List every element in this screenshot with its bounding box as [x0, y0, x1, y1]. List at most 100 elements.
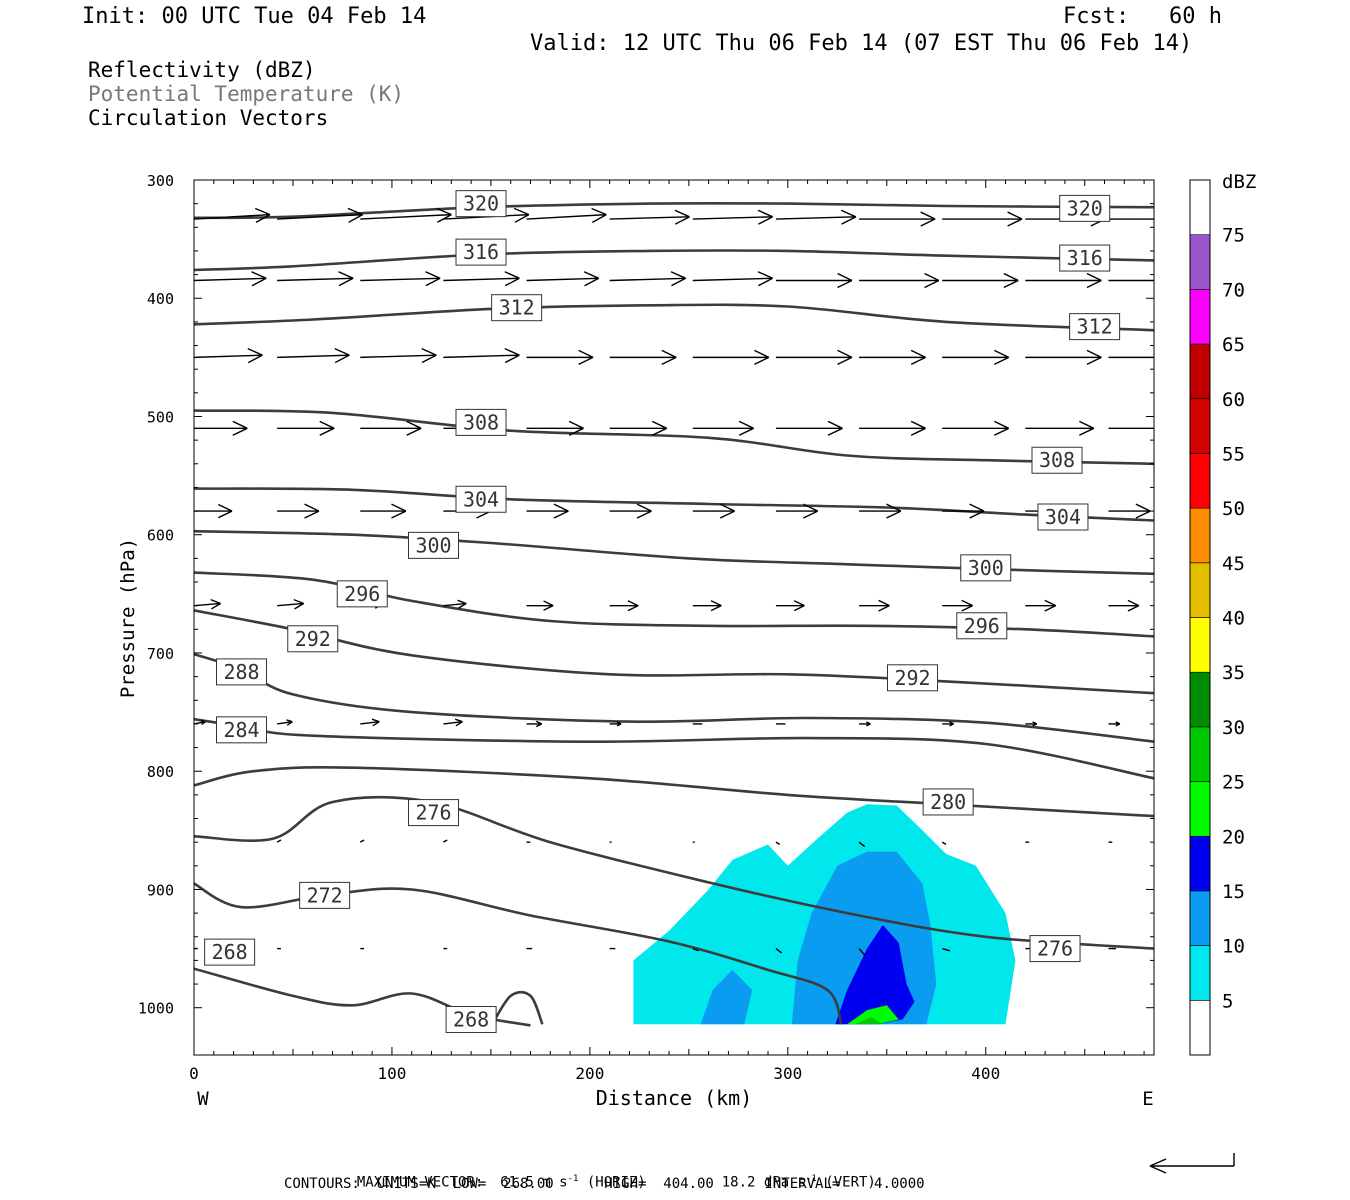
field-potential-temperature: Potential Temperature (K) — [88, 82, 405, 106]
vector-head — [319, 427, 335, 436]
exponent-horiz: -1 — [567, 1174, 579, 1184]
vector-head — [1044, 605, 1057, 612]
colorbar-label-30: 30 — [1222, 717, 1245, 739]
vector-head — [1162, 281, 1176, 288]
contour-label-320: 320 — [1067, 196, 1103, 220]
colorbar-label-50: 50 — [1222, 498, 1245, 520]
contour-label-284: 284 — [223, 718, 259, 742]
vector-shaft — [775, 216, 856, 220]
vector-shaft — [276, 839, 282, 843]
vector-head — [304, 510, 320, 519]
colorbar-swatch-11 — [1189, 398, 1211, 454]
vector-head — [793, 605, 805, 612]
vector-head — [568, 420, 584, 429]
vector-head — [319, 420, 335, 429]
colorbar-label-40: 40 — [1222, 608, 1245, 630]
contour-label-box — [445, 1006, 497, 1034]
vector-head — [1086, 279, 1102, 289]
vector-head — [719, 503, 735, 512]
vector-head — [1127, 599, 1140, 607]
vector-shaft — [775, 841, 781, 845]
contour-label-320: 320 — [463, 192, 499, 216]
vector-shaft — [942, 947, 951, 952]
x-axis-right-end: E — [1142, 1088, 1153, 1110]
vector-head — [993, 427, 1010, 436]
contour-label-box — [1031, 446, 1083, 474]
vector-shaft — [277, 213, 363, 220]
contour-label-box — [1059, 194, 1111, 222]
vector-head — [837, 356, 853, 365]
vector-shaft — [443, 277, 520, 282]
vector-head — [878, 605, 890, 612]
vector-head — [949, 723, 954, 727]
y-tick-label-600: 600 — [147, 527, 174, 545]
vector-head — [504, 347, 520, 356]
vector-head — [348, 214, 363, 223]
colorbar-swatch-4 — [1189, 781, 1211, 837]
vector-head — [504, 354, 520, 364]
contour-label-box — [455, 190, 507, 218]
y-axis-label: Pressure (hPa) — [117, 538, 139, 698]
vector-head — [591, 207, 607, 216]
colorbar-label-60: 60 — [1222, 389, 1245, 411]
vector-head — [553, 510, 569, 519]
vector-head — [1135, 510, 1151, 519]
colorbar-swatch-9 — [1189, 507, 1211, 564]
vector-head — [210, 598, 221, 605]
colorbar-label-20: 20 — [1222, 826, 1245, 848]
vector-head — [969, 510, 985, 519]
vector-shaft — [277, 354, 350, 359]
vector-head — [578, 349, 594, 358]
vector-head — [910, 420, 926, 429]
colorbar-swatch-15 — [1189, 179, 1211, 235]
theta-contour-284-9 — [194, 717, 1154, 780]
vector-head — [455, 721, 463, 727]
vector-head — [670, 271, 686, 279]
vector-head — [1174, 219, 1188, 226]
colorbar-label-70: 70 — [1222, 279, 1245, 301]
vector-head — [568, 427, 584, 436]
vector-head — [535, 723, 543, 728]
vector-head — [255, 214, 271, 224]
colorbar-swatch-3 — [1189, 835, 1211, 892]
colorbar-label-35: 35 — [1222, 662, 1245, 684]
vector-head — [294, 602, 305, 610]
contour-label-box — [1029, 935, 1081, 963]
vector-head — [514, 214, 530, 223]
contour-label-276: 276 — [415, 801, 451, 825]
contour-label-box — [299, 881, 351, 909]
theta-contour-296-6 — [194, 571, 1154, 638]
vector-head — [1086, 349, 1102, 358]
colorbar-label-10: 10 — [1222, 936, 1245, 958]
vector-head — [837, 272, 853, 282]
contour-label-box — [216, 716, 268, 744]
vector-head — [391, 510, 407, 519]
colorbar-label-55: 55 — [1222, 443, 1245, 465]
theta-contour-276-11 — [194, 795, 1154, 950]
vector-shaft — [277, 602, 304, 607]
vector-head — [924, 279, 940, 289]
colorbar-label-15: 15 — [1222, 881, 1245, 903]
init-time: Init: 00 UTC Tue 04 Feb 14 — [82, 4, 427, 29]
contour-label-box — [455, 485, 507, 513]
vector-shaft — [526, 213, 607, 220]
vector-shaft — [443, 354, 520, 359]
vector-head — [1079, 420, 1095, 429]
colorbar-swatch-0 — [1189, 1000, 1211, 1056]
reference-vector — [1149, 1153, 1235, 1174]
valid-time: Valid: 12 UTC Thu 06 Feb 14 (07 EST Thu … — [530, 31, 1193, 56]
contour-label-box — [491, 294, 543, 322]
x-tick-label-100: 100 — [377, 1064, 406, 1083]
vector-shaft — [360, 354, 437, 359]
contour-label-300: 300 — [968, 556, 1004, 580]
vector-head — [201, 721, 206, 726]
vector-head — [803, 510, 819, 519]
vector-head — [886, 510, 902, 519]
vector-shaft — [443, 721, 463, 725]
vector-head — [710, 600, 722, 607]
vector-head — [218, 510, 233, 519]
y-tick-label-900: 900 — [147, 881, 174, 899]
field-circulation-vectors: Circulation Vectors — [88, 106, 329, 130]
colorbar-label-5: 5 — [1222, 990, 1233, 1012]
vector-head — [961, 599, 973, 607]
